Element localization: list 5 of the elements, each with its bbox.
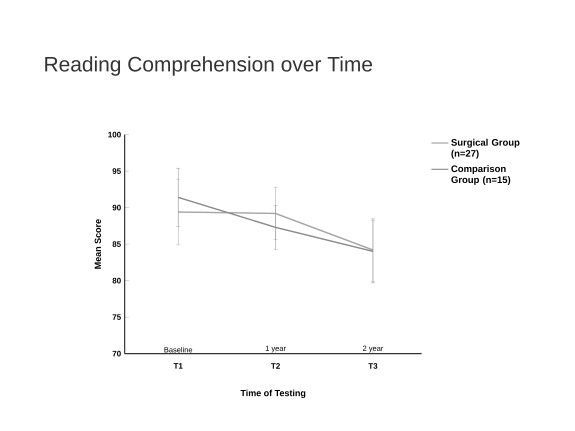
x-axis-title: Time of Testing: [240, 390, 306, 398]
legend-label: Comparison Group (n=15): [451, 165, 510, 185]
chart-title: Reading Comprehension over Time: [45, 56, 372, 76]
y-axis-title: Mean Score: [94, 219, 101, 269]
legend-label: Surgical Group (n=27): [451, 138, 520, 159]
